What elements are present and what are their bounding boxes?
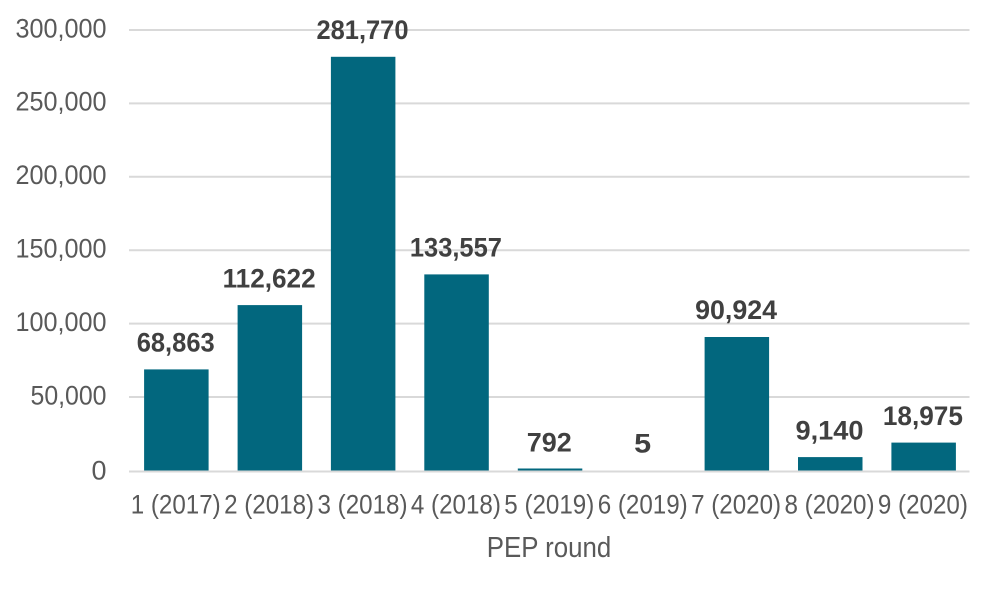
svg-text:90,924: 90,924 — [695, 295, 777, 325]
svg-text:5 (2019): 5 (2019) — [504, 490, 594, 520]
svg-text:68,863: 68,863 — [137, 328, 215, 358]
svg-text:6 (2019): 6 (2019) — [598, 490, 688, 520]
svg-text:300,000: 300,000 — [16, 13, 107, 43]
svg-text:PEP round: PEP round — [487, 532, 612, 564]
svg-text:281,770: 281,770 — [317, 15, 409, 45]
svg-text:5: 5 — [634, 429, 651, 459]
svg-text:4 (2018): 4 (2018) — [411, 490, 501, 520]
svg-text:8 (2020): 8 (2020) — [785, 490, 875, 520]
svg-text:18,975: 18,975 — [883, 401, 963, 431]
svg-text:200,000: 200,000 — [16, 160, 107, 190]
svg-text:7 (2020): 7 (2020) — [691, 490, 781, 520]
svg-text:792: 792 — [527, 428, 572, 458]
svg-text:3 (2018): 3 (2018) — [318, 490, 408, 520]
svg-text:9,140: 9,140 — [796, 415, 864, 445]
svg-text:133,557: 133,557 — [410, 233, 502, 263]
svg-text:100,000: 100,000 — [16, 307, 107, 337]
svg-text:150,000: 150,000 — [16, 234, 107, 264]
svg-text:2 (2018): 2 (2018) — [224, 490, 314, 520]
svg-text:0: 0 — [92, 455, 107, 485]
svg-text:50,000: 50,000 — [31, 380, 107, 410]
svg-text:250,000: 250,000 — [16, 87, 107, 117]
svg-text:1 (2017): 1 (2017) — [131, 490, 221, 520]
svg-text:9 (2020): 9 (2020) — [878, 490, 968, 520]
svg-text:112,622: 112,622 — [223, 263, 316, 293]
